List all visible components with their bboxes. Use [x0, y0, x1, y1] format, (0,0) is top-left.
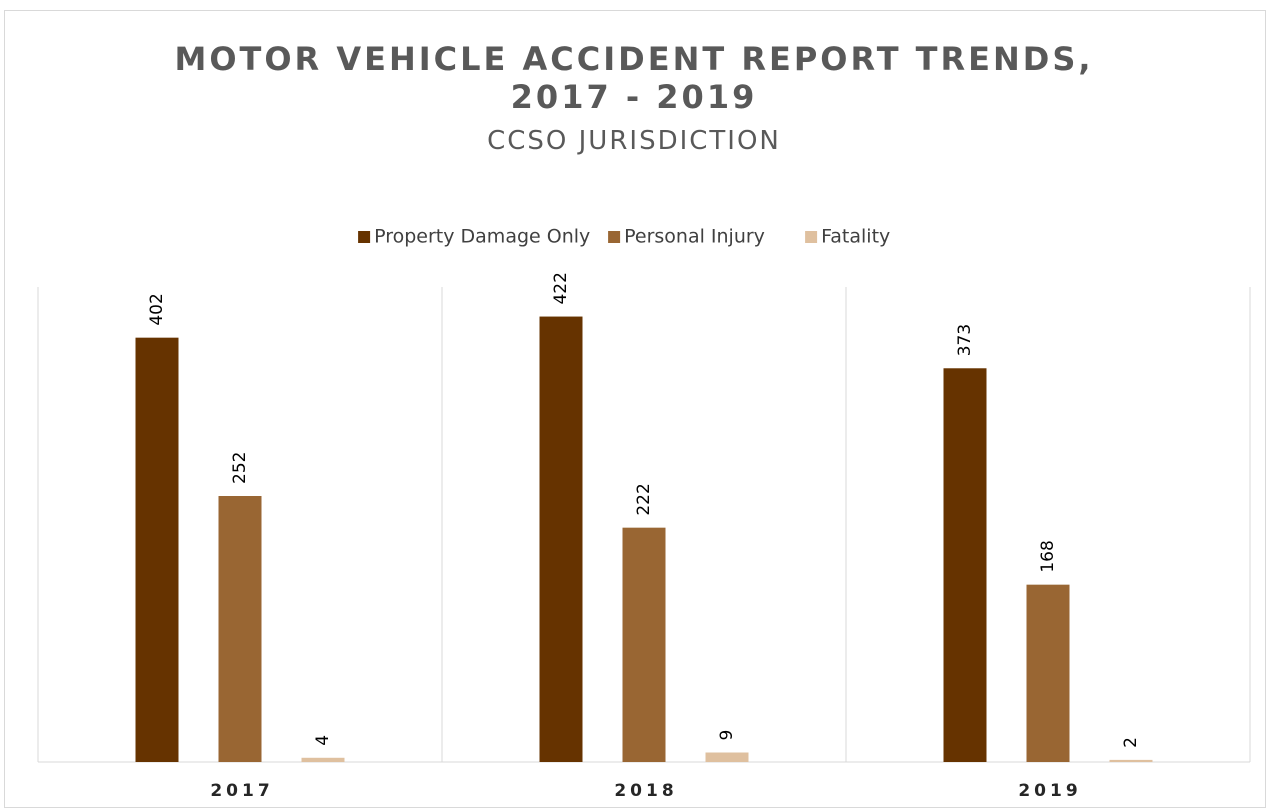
data-label: 402 — [147, 293, 167, 325]
data-label: 252 — [230, 452, 250, 484]
bar — [1026, 584, 1070, 762]
data-label: 4 — [313, 735, 333, 746]
bar — [218, 496, 262, 762]
data-label: 9 — [717, 730, 737, 741]
chart-subtitle: CCSO JURISDICTION — [487, 126, 781, 156]
bar — [539, 316, 583, 762]
bar — [943, 368, 987, 762]
data-label: 373 — [955, 324, 975, 356]
legend-swatch — [805, 231, 818, 243]
bar — [1109, 759, 1153, 762]
data-label: 168 — [1038, 540, 1058, 572]
chart-frame — [4, 10, 1266, 808]
x-tick-label: 2017 — [210, 781, 273, 801]
bar — [135, 337, 179, 762]
x-tick-label: 2019 — [1018, 781, 1081, 801]
legend-swatch — [608, 231, 621, 243]
legend-label: Property Damage Only — [374, 226, 590, 248]
x-tick-label: 2018 — [614, 781, 677, 801]
legend-label: Fatality — [821, 226, 890, 248]
legend-label: Personal Injury — [624, 226, 765, 248]
legend-swatch — [358, 231, 371, 243]
data-label: 2 — [1121, 737, 1141, 748]
data-label: 222 — [634, 483, 654, 515]
bar — [705, 752, 749, 762]
chart-title: MOTOR VEHICLE ACCIDENT REPORT TRENDS, 20… — [174, 40, 1094, 116]
bar — [622, 527, 666, 762]
data-label: 422 — [551, 272, 571, 304]
bar — [301, 757, 345, 762]
